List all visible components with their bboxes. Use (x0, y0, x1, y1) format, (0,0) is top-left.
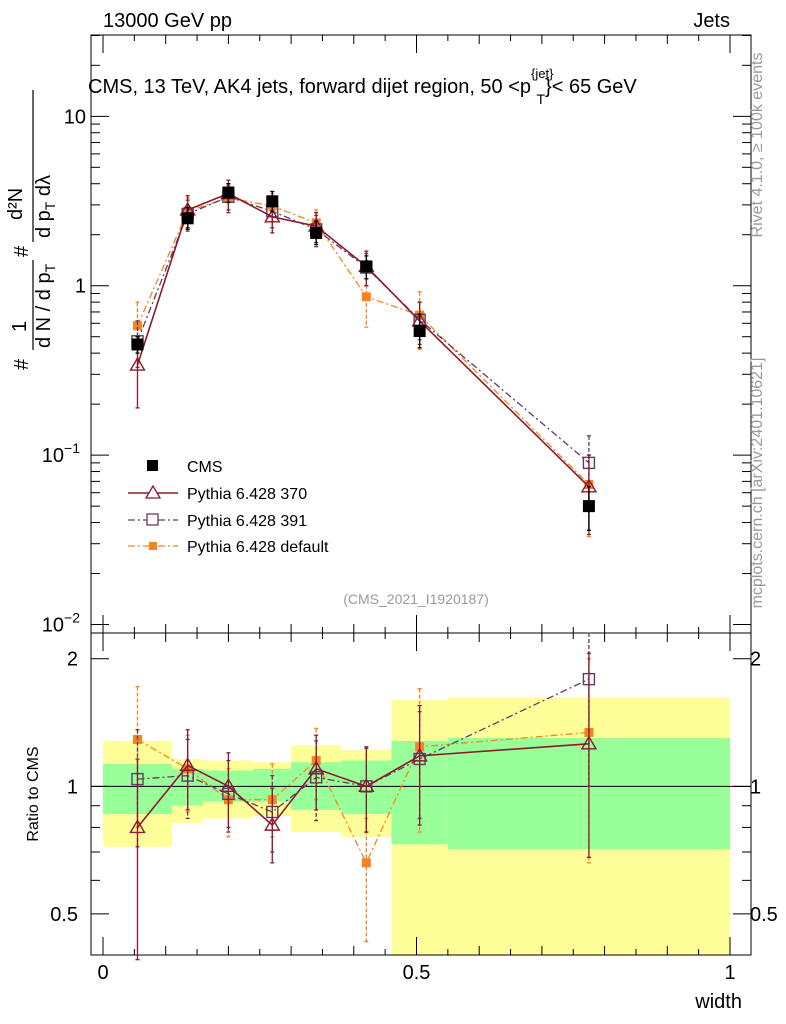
ratio-line-pdef (137, 731, 589, 865)
main-line-pdef (136, 197, 590, 486)
legend-label-p370: Pythia 6.428 370 (187, 486, 307, 503)
axis-ticks: 10 1 10−1 10−2 2 2 1 1 0.5 0.5 0 0.5 1 (42, 34, 778, 984)
legend-marker-p391 (146, 513, 159, 526)
main-y-tick-label: 10−2 (42, 610, 80, 637)
ratio-y-tick-label-right: 1 (750, 776, 761, 798)
x-tick-label: 0 (97, 962, 108, 984)
main-point-cms (582, 500, 595, 513)
legend-marker-pdef (149, 542, 157, 550)
legend-marker-p370 (144, 484, 162, 499)
legend-label-pdef: Pythia 6.428 default (187, 539, 329, 556)
svg-text:d pT dλ: d pT dλ (33, 175, 58, 238)
ratio-point-p370 (129, 819, 146, 834)
legend-entry-cms: CMS (147, 459, 223, 476)
main-line-p370 (136, 192, 590, 488)
ratio-y-tick-label-left: 1 (67, 776, 78, 798)
analysis-id: (CMS_2021_I1920187) (343, 591, 489, 607)
ratio-y-tick-label-left: 0.5 (50, 904, 78, 926)
mcplots-label: mcplots.cern.ch [arXiv:2401.10621] (749, 358, 766, 609)
ratio-bands (91, 697, 751, 955)
ratio-point-p370 (179, 757, 196, 772)
main-line-p391 (136, 196, 590, 464)
main-point-cms (413, 325, 426, 338)
main-point-pdef (361, 292, 371, 302)
jets-label: Jets (693, 10, 730, 32)
main-y-tick-label: 10 (64, 106, 86, 128)
main-point-cms (310, 226, 323, 239)
main-point-cms (360, 260, 373, 273)
legend: CMS Pythia 6.428 370 Pythia 6.428 391 Py… (128, 459, 329, 556)
svg-text:#: # (11, 358, 33, 370)
rivet-version-label: Rivet 4.1.0, ≥ 100k events (749, 53, 766, 238)
ratio-y-label: Ratio to CMS (25, 746, 42, 841)
legend-label-p391: Pythia 6.428 391 (187, 513, 307, 530)
legend-entry-pdef: Pythia 6.428 default (128, 539, 329, 556)
svg-text:d²N: d²N (5, 188, 27, 220)
main-series (129, 179, 598, 538)
energy-label: 13000 GeV pp (103, 10, 232, 32)
x-tick-label: 0.5 (403, 962, 431, 984)
ratio-point-p370 (358, 777, 375, 793)
x-tick-label: 1 (724, 962, 735, 984)
main-y-tick-label: 1 (75, 276, 86, 298)
ratio-point-p370 (264, 816, 281, 831)
main-point-p370 (129, 356, 146, 371)
ratio-point-p370 (220, 777, 237, 793)
legend-entry-p370: Pythia 6.428 370 (128, 484, 307, 503)
legend-label-cms: CMS (187, 459, 223, 476)
main-point-cms (266, 195, 279, 208)
main-y-tick-label: 10−1 (42, 440, 80, 467)
ratio-y-tick-label-right: 2 (750, 649, 761, 671)
ratio-y-tick-label-left: 2 (67, 649, 78, 671)
svg-text:#: # (11, 245, 33, 257)
ratio-point-p370 (307, 760, 325, 775)
main-point-cms (181, 212, 194, 225)
ratio-plot-frame (90, 632, 752, 956)
ratio-point-p370 (580, 735, 598, 750)
svg-text:d N / d pT: d N / d pT (33, 263, 58, 348)
legend-entry-p391: Pythia 6.428 391 (128, 513, 307, 530)
main-point-p370 (264, 208, 281, 223)
ratio-point-pdef (361, 858, 371, 868)
legend-marker-cms (147, 460, 158, 471)
main-point-cms (222, 186, 235, 199)
plot-title: CMS, 13 TeV, AK4 jets, forward dijet reg… (88, 66, 637, 107)
ratio-series (129, 632, 598, 961)
x-axis-label: width (694, 991, 742, 1013)
main-point-pdef (132, 321, 142, 331)
ratio-point-p370 (411, 747, 428, 762)
main-point-cms (131, 338, 144, 351)
ratio-line-p391 (137, 678, 590, 813)
ratio-y-tick-label-right: 0.5 (750, 904, 778, 926)
main-y-label: # 1 d N / d pT # d²N d pT dλ (5, 90, 58, 370)
svg-text:1: 1 (9, 321, 31, 332)
